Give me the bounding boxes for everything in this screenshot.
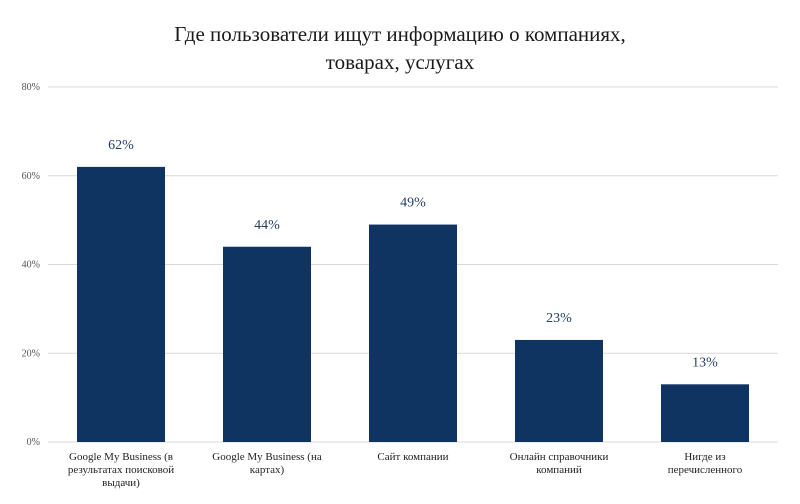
data-label: 62%: [108, 138, 134, 153]
bar: [515, 339, 603, 442]
data-label: 23%: [546, 311, 572, 326]
category-label-line: перечисленного: [668, 464, 743, 476]
y-tick-label: 20%: [22, 348, 40, 359]
category-label-line: Google My Business (на: [212, 451, 322, 463]
category-label-line: Сайт компании: [377, 451, 448, 463]
bar: [223, 246, 311, 442]
chart-title-line-2: товарах, услугах: [325, 50, 475, 74]
category-label: Сайт компании: [377, 451, 448, 463]
data-label: 44%: [254, 218, 280, 233]
category-label-line: выдачи): [102, 477, 140, 489]
category-label: Нигде из перечисленного: [668, 451, 743, 476]
data-label: 13%: [692, 355, 718, 370]
bar: [77, 166, 165, 442]
chart-title-line-1: Где пользователи ищут информацию о компа…: [174, 22, 626, 46]
category-label: Google My Business (на картах): [212, 451, 322, 476]
category-label-line: картах): [250, 464, 285, 476]
y-tick-label: 0%: [27, 437, 40, 448]
bar: [369, 224, 457, 442]
bar: [661, 384, 749, 442]
category-label-line: компаний: [536, 464, 582, 476]
y-tick-label: 40%: [22, 260, 40, 271]
category-label: Онлайн справочники компаний: [510, 451, 609, 476]
category-label-line: результатах поисковой: [68, 464, 174, 476]
category-label: Google My Business (в результатах поисков…: [68, 451, 174, 489]
y-tick-label: 80%: [22, 82, 40, 93]
category-label-line: Google My Business (в: [69, 451, 173, 463]
data-label: 49%: [400, 196, 426, 211]
y-tick-label: 60%: [22, 171, 40, 182]
category-label-line: Нигде из: [684, 451, 725, 463]
chart-title: Где пользователи ищут информацию о компа…: [0, 20, 800, 76]
category-label-line: Онлайн справочники: [510, 451, 609, 463]
